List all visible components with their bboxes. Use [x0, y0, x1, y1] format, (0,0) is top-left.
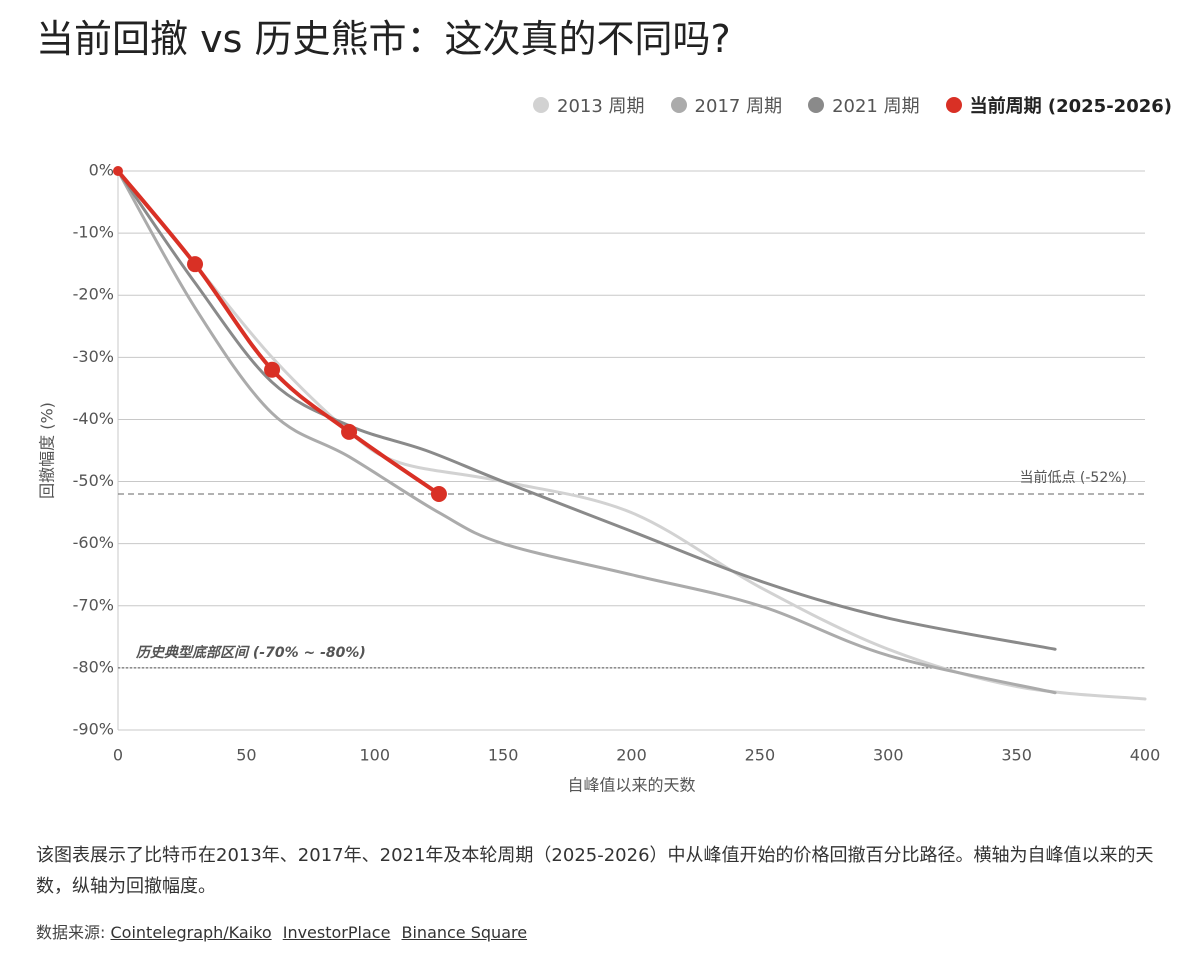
source-link[interactable]: Binance Square: [401, 923, 528, 942]
x-tick-label: 350: [1001, 746, 1032, 765]
legend-item: 2017 周期: [670, 92, 783, 118]
series-line: [116, 169, 1057, 651]
legend-item: 2021 周期: [808, 92, 920, 118]
y-tick-label: -60%: [73, 533, 114, 552]
sources-label: 数据来源:: [36, 923, 106, 942]
x-tick-label: 250: [745, 746, 776, 765]
y-tick-label: -70%: [73, 595, 114, 614]
reference-label: 历史典型底部区间 (-70% ~ -80%): [135, 644, 366, 661]
y-tick-label: -80%: [73, 657, 114, 676]
series-line: [116, 169, 1057, 695]
x-tick-label: 400: [1130, 746, 1161, 765]
y-tick-label: -50%: [73, 471, 114, 490]
y-tick-label: 0%: [89, 161, 114, 180]
x-tick-label: 50: [236, 746, 256, 765]
legend-label: 当前周期 (2025-2026): [969, 96, 1172, 117]
x-tick-label: 0: [113, 746, 123, 765]
x-tick-label: 100: [359, 746, 390, 765]
source-link[interactable]: Cointelegraph/Kaiko: [110, 923, 272, 942]
y-tick-label: -10%: [73, 223, 114, 242]
x-tick-label: 300: [873, 746, 904, 765]
data-point: [113, 166, 123, 176]
data-point: [187, 256, 204, 273]
reference-label: 当前低点 (-52%): [1019, 469, 1127, 486]
series-line: [116, 169, 1147, 701]
sources: 数据来源: Cointelegraph/Kaiko InvestorPlace …: [36, 919, 533, 943]
y-tick-label: -40%: [73, 409, 114, 428]
legend-swatch: [533, 97, 550, 113]
y-tick-label: -90%: [73, 720, 114, 739]
x-tick-label: 200: [616, 746, 647, 765]
legend-item: 当前周期 (2025-2026): [945, 92, 1172, 118]
x-axis-label: 自峰值以来的天数: [567, 776, 695, 795]
caption: 该图表展示了比特币在2013年、2017年、2021年及本轮周期（2025-20…: [36, 845, 1154, 897]
x-tick-label: 150: [488, 746, 519, 765]
chart-title: 当前回撤 vs 历史熊市：这次真的不同吗?: [36, 17, 731, 61]
data-point: [430, 485, 447, 502]
legend-label: 2017 周期: [694, 96, 783, 117]
y-axis-label: 回撤幅度 (%): [38, 402, 57, 499]
legend: 2013 周期 2017 周期 2021 周期 当前周期 (2025-2026): [533, 92, 1172, 118]
data-point: [264, 361, 281, 378]
data-point: [341, 423, 358, 440]
legend-swatch: [945, 97, 962, 113]
source-link[interactable]: InvestorPlace: [282, 923, 391, 942]
legend-item: 2013 周期: [533, 92, 645, 118]
legend-label: 2013 周期: [557, 96, 645, 117]
y-tick-label: -30%: [73, 347, 114, 366]
legend-label: 2021 周期: [832, 96, 920, 117]
series-line: [116, 169, 441, 496]
legend-swatch: [808, 97, 825, 113]
y-tick-label: -20%: [73, 285, 114, 304]
legend-swatch: [670, 97, 687, 113]
chart: 0% -10% -20% -30% -40% -50% -60% -70% -80% -90% 0 5…: [38, 161, 1161, 795]
